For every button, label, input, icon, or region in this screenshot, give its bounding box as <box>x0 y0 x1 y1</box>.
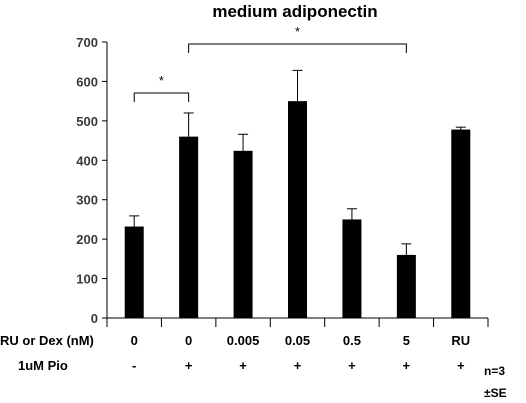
y-axis: 0 100 200 300 400 500 600 700 <box>76 35 108 326</box>
pio-label: - <box>132 358 136 373</box>
bar <box>342 219 362 318</box>
y-tick-label: 700 <box>76 35 98 50</box>
pio-label: + <box>457 358 465 373</box>
significance-star: * <box>159 73 164 88</box>
condition-table: RU or Dex (nM) 1uM Pio n=3 ±SE 0 0 0.005 0.… <box>0 317 507 400</box>
dose-label: 0.05 <box>285 333 310 348</box>
bar <box>288 101 307 319</box>
row-label-pio: 1uM Pio <box>18 358 68 373</box>
y-tick-label: 400 <box>76 153 98 168</box>
bar <box>451 129 471 318</box>
pio-label: + <box>185 358 193 373</box>
bar <box>396 254 416 318</box>
dose-label: 0.005 <box>227 333 260 348</box>
y-tick-label: 300 <box>76 193 98 208</box>
pio-label: + <box>239 358 247 373</box>
significance-bracket <box>133 92 190 102</box>
note-se: ±SE <box>484 386 507 400</box>
y-tick-label: 100 <box>76 272 98 287</box>
significance-bracket <box>188 43 407 53</box>
y-tick-label: 0 <box>91 311 98 326</box>
significance-brackets: ** <box>133 24 407 102</box>
chart-title: medium adiponectin <box>212 2 377 21</box>
pio-label: + <box>403 358 411 373</box>
y-tick-label: 600 <box>76 74 98 89</box>
bars <box>124 69 471 319</box>
significance-star: * <box>295 24 300 39</box>
pio-label: + <box>348 358 356 373</box>
bar <box>124 226 144 318</box>
dose-label: RU <box>451 333 470 348</box>
row-label-ru-dex: RU or Dex (nM) <box>0 333 94 348</box>
y-tick-label: 500 <box>76 114 98 129</box>
bar <box>233 150 253 318</box>
y-tick-label: 200 <box>76 232 98 247</box>
dose-label: 0 <box>185 333 192 348</box>
dose-label: 0.5 <box>343 333 361 348</box>
bar <box>179 136 199 318</box>
dose-label: 0 <box>131 333 138 348</box>
pio-label: + <box>294 358 302 373</box>
dose-label: 5 <box>403 333 410 348</box>
note-n: n=3 <box>484 364 505 378</box>
